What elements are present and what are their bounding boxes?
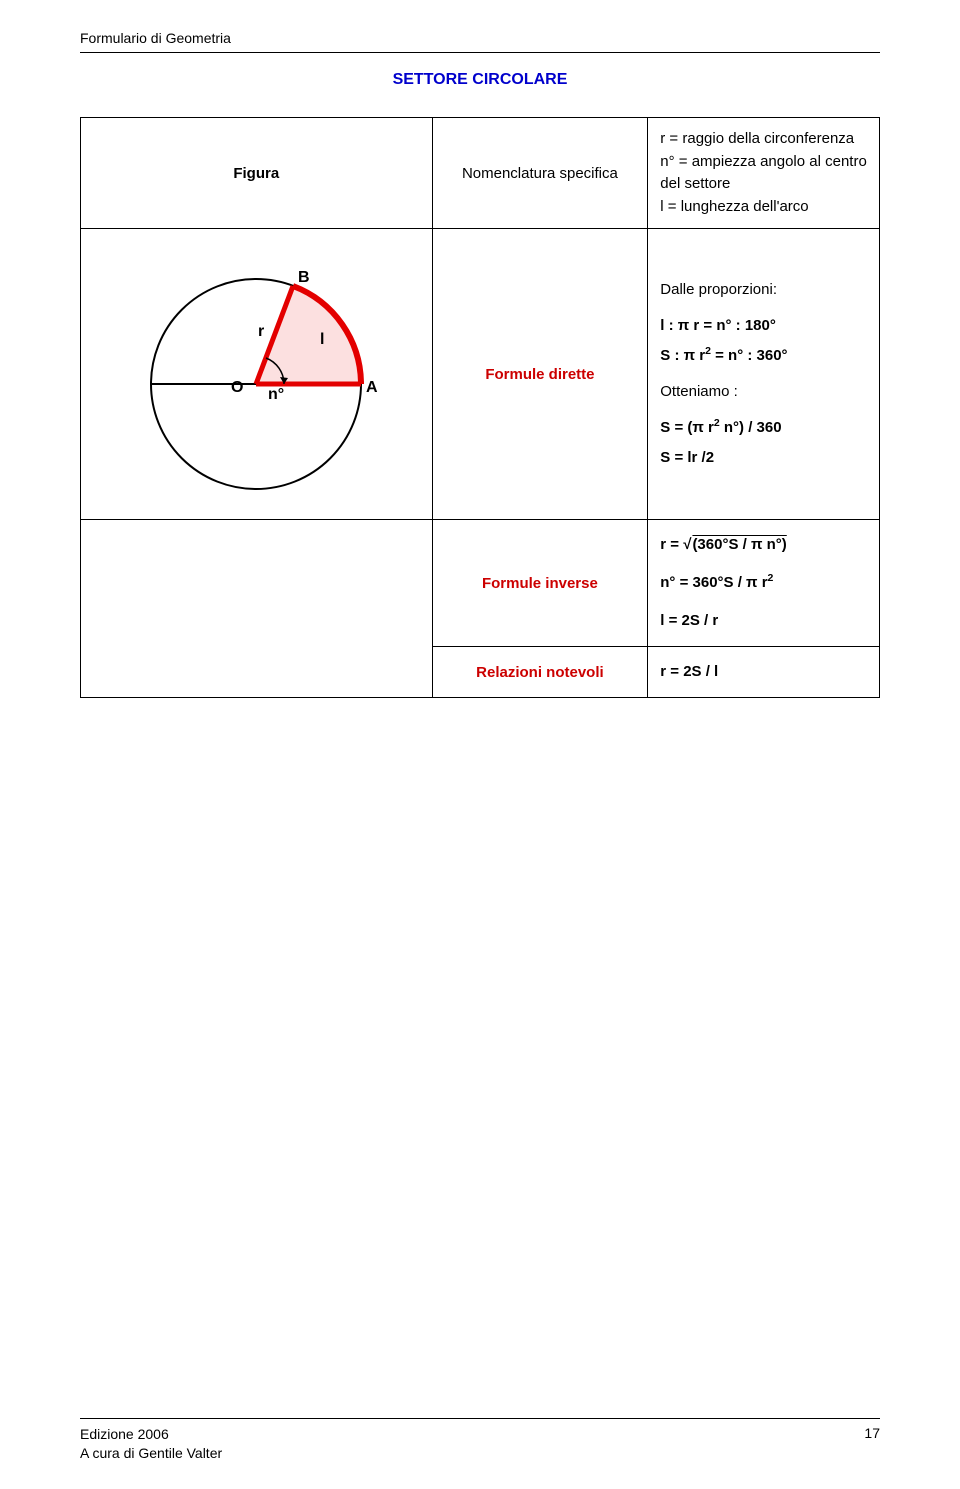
label-B: B: [298, 269, 310, 286]
header-rule: [80, 52, 880, 53]
inv3: l = 2S / r: [660, 606, 867, 636]
prop1: l : π r = n° : 180°: [660, 311, 867, 341]
diagram-cell: O n° A B r l: [81, 229, 433, 520]
sector-diagram: O n° A B r l: [106, 244, 406, 504]
formule-dirette-label: Formule dirette: [432, 229, 648, 520]
label-l: l: [320, 331, 324, 348]
inv1: r = √(360°S / π n°): [660, 530, 867, 560]
def-r: r = raggio della circonferenza: [660, 128, 867, 151]
formule-inverse-label: Formule inverse: [432, 520, 648, 647]
page-footer: Edizione 2006 A cura di Gentile Valter 1…: [80, 1418, 880, 1464]
def-l: l = lunghezza dell'arco: [660, 196, 867, 219]
inv2: n° = 360°S / π r2: [660, 568, 867, 598]
prop-intro: Dalle proporzioni:: [660, 275, 867, 305]
formule-inverse-text: Formule inverse: [482, 575, 598, 592]
label-r: r: [258, 323, 264, 340]
footer-edition: Edizione 2006: [80, 1425, 222, 1445]
prop2: S : π r2 = n° : 360°: [660, 341, 867, 371]
formula-table: Figura Nomenclatura specifica r = raggio…: [80, 117, 880, 698]
section-title: SETTORE CIRCOLARE: [80, 71, 880, 89]
formule-dirette-values: Dalle proporzioni: l : π r = n° : 180° S…: [648, 229, 880, 520]
label-n: n°: [268, 386, 284, 403]
page-header: Formulario di Geometria: [80, 30, 880, 46]
res2: S = lr /2: [660, 443, 867, 473]
nomenclatura-header: Nomenclatura specifica: [432, 118, 648, 229]
empty-cell-2: [81, 647, 433, 698]
rel1: r = 2S / l: [660, 657, 867, 687]
empty-cell-1: [81, 520, 433, 647]
def-n: n° = ampiezza angolo al centro del setto…: [660, 151, 867, 196]
label-A: A: [366, 379, 378, 396]
relazioni-text: Relazioni notevoli: [476, 664, 604, 681]
label-O: O: [231, 379, 243, 396]
figura-header: Figura: [81, 118, 433, 229]
relazioni-label: Relazioni notevoli: [432, 647, 648, 698]
otteniamo: Otteniamo :: [660, 377, 867, 407]
res1: S = (π r2 n°) / 360: [660, 413, 867, 443]
relazioni-values: r = 2S / l: [648, 647, 880, 698]
formule-dirette-text: Formule dirette: [485, 366, 594, 383]
formule-inverse-values: r = √(360°S / π n°) n° = 360°S / π r2 l …: [648, 520, 880, 647]
footer-page-number: 17: [864, 1425, 880, 1441]
definitions-cell: r = raggio della circonferenza n° = ampi…: [648, 118, 880, 229]
footer-author: A cura di Gentile Valter: [80, 1444, 222, 1464]
